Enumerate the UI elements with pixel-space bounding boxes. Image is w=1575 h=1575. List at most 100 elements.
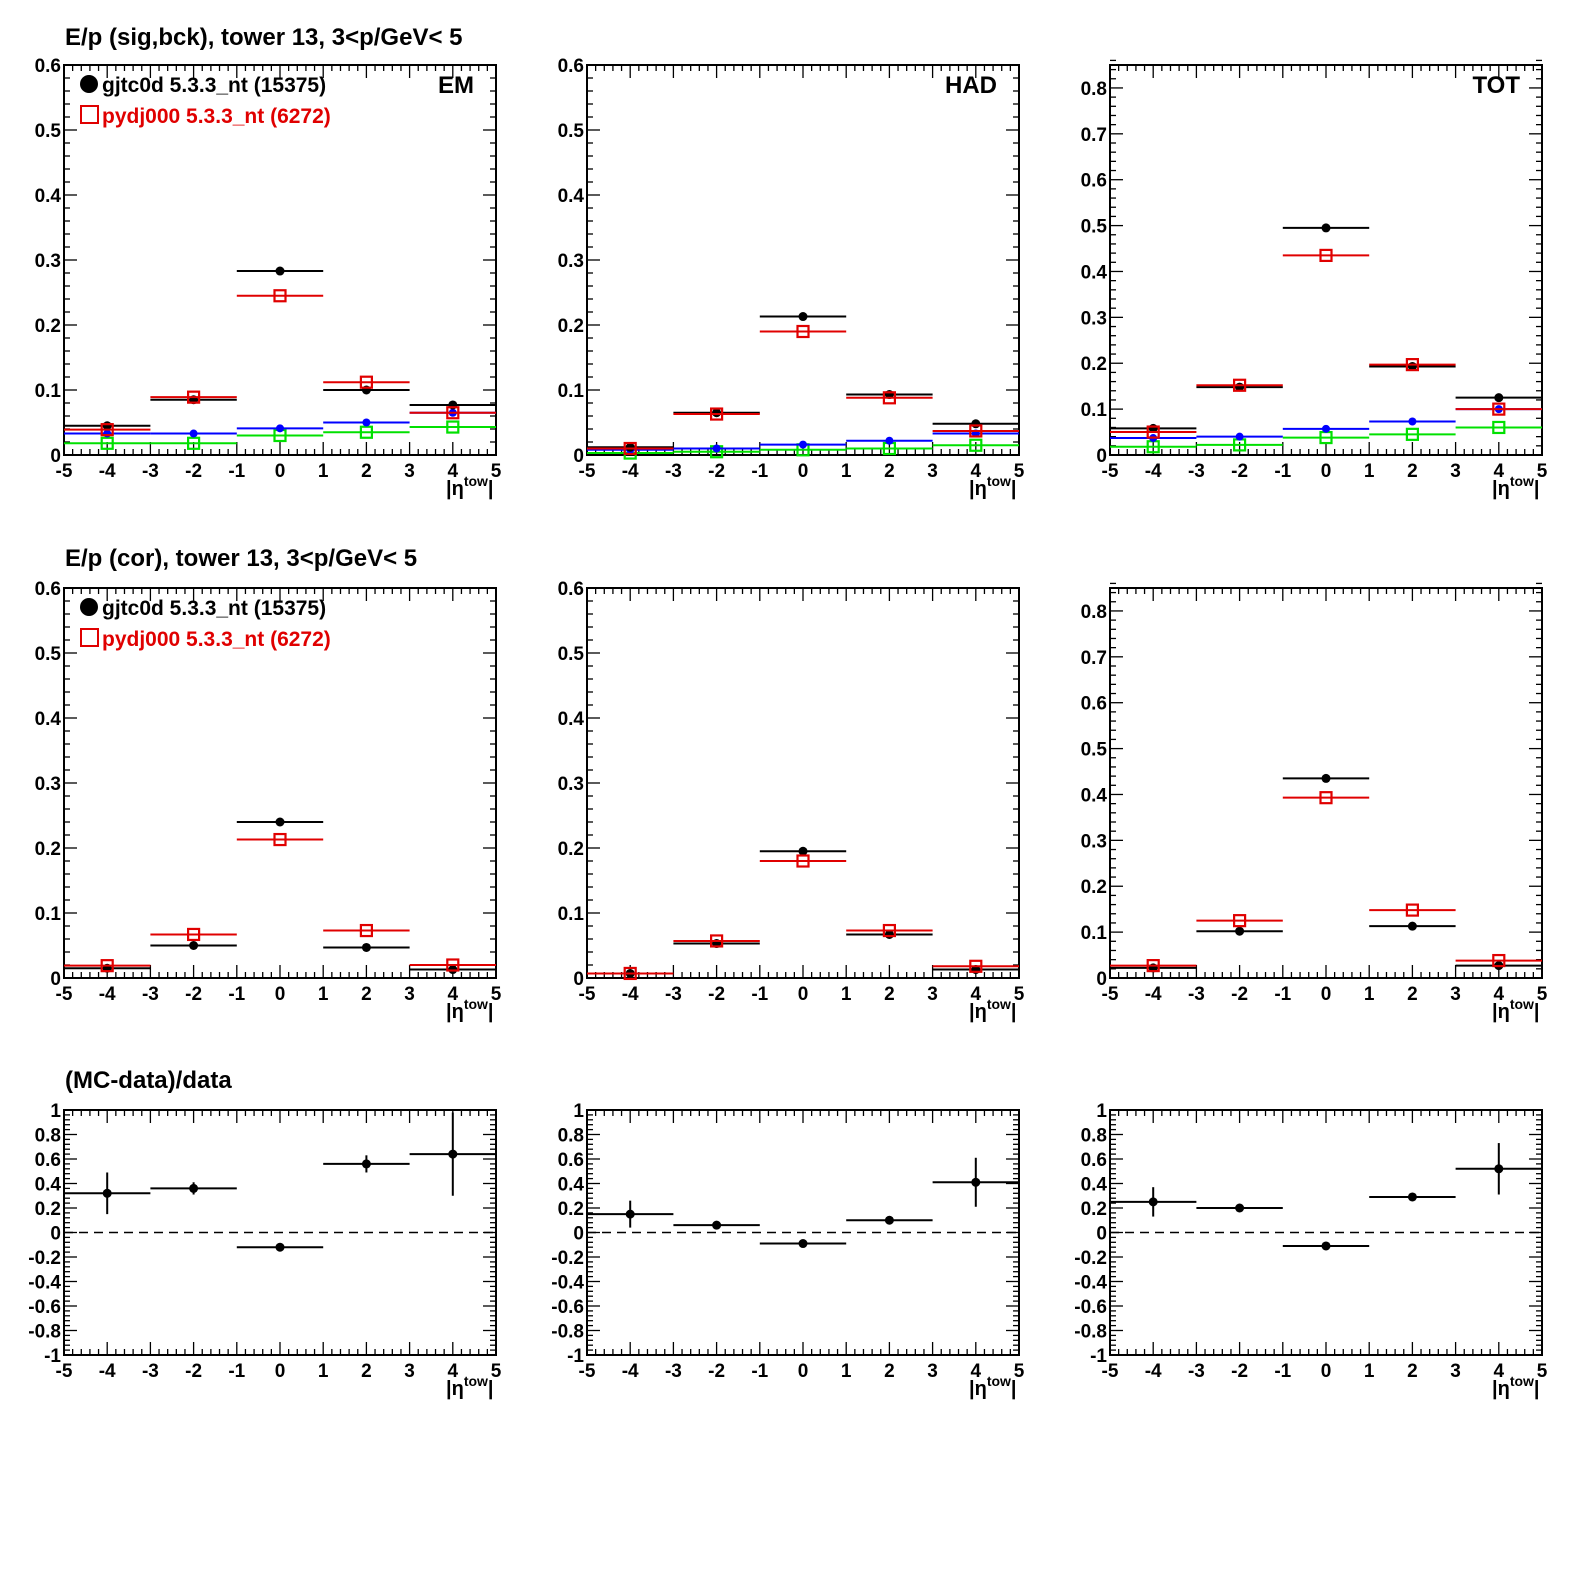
- x-tick-label: -1: [1274, 1361, 1291, 1382]
- x-tick-label: 2: [1407, 984, 1418, 1005]
- mc_background-marker: [446, 420, 460, 434]
- y-tick-label: 0.7: [1081, 125, 1107, 146]
- x-tick-label: 0: [275, 461, 286, 482]
- data-marker: [1494, 1164, 1504, 1174]
- mc-marker: [1319, 791, 1333, 805]
- y-tick-label: 0.2: [35, 316, 61, 337]
- data_background-marker: [103, 429, 112, 438]
- x-tick-label: -1: [1274, 461, 1291, 482]
- y-tick-label: -0.2: [28, 1248, 61, 1269]
- panel-label: HAD: [945, 72, 997, 99]
- data-marker: [971, 419, 981, 429]
- data-marker: [361, 942, 371, 952]
- legend-marker-data: [80, 598, 98, 616]
- data-marker: [625, 1209, 635, 1219]
- mc-marker: [1492, 953, 1506, 968]
- x-tick-label: -1: [751, 1361, 768, 1382]
- y-tick-label: -1: [567, 1346, 584, 1367]
- data_background-marker: [1408, 417, 1417, 426]
- mc-marker: [709, 934, 724, 948]
- mc-marker: [796, 854, 810, 868]
- data-marker: [1235, 926, 1245, 936]
- mc-marker: [796, 324, 810, 339]
- mc_background-marker: [187, 436, 201, 450]
- data-marker: [189, 1183, 199, 1193]
- data-marker: [798, 312, 808, 322]
- x-tick-label: -4: [622, 1361, 639, 1382]
- mc-marker: [1405, 903, 1420, 917]
- legend: gjtc0d 5.3.3_nt (15375) pydj000 5.3.3_nt …: [80, 74, 331, 128]
- y-tick-label: 0.5: [1081, 217, 1108, 238]
- x-tick-label: -4: [99, 984, 116, 1005]
- y-tick-label: 0.8: [35, 1126, 61, 1147]
- x-tick-label: -2: [1231, 984, 1248, 1005]
- y-tick-label: 0.6: [35, 56, 61, 77]
- x-tick-label: -2: [185, 984, 202, 1005]
- mc-marker: [1232, 914, 1247, 928]
- mc_background-marker: [1492, 420, 1506, 435]
- x-tick-label: 1: [1364, 1361, 1375, 1382]
- mc-marker: [273, 289, 287, 303]
- x-tick-label: -3: [1188, 1361, 1205, 1382]
- y-tick-label: 0.8: [558, 1126, 584, 1147]
- y-tick-label: 0.4: [558, 709, 585, 730]
- x-tick-label: -4: [99, 461, 116, 482]
- y-tick-label: 0.3: [1081, 308, 1107, 329]
- mc-marker: [882, 391, 897, 405]
- x-tick-label: 4: [448, 461, 459, 482]
- data-marker: [1407, 1192, 1417, 1202]
- data-marker: [1321, 773, 1331, 783]
- y-tick-label: -0.6: [551, 1297, 584, 1318]
- data_background-marker: [1322, 424, 1330, 433]
- y-tick-label: 0.6: [558, 56, 584, 77]
- x-tick-label: 1: [841, 461, 852, 482]
- y-tick-label: 0.1: [558, 904, 585, 925]
- x-tick-label: 3: [404, 461, 415, 482]
- x-tick-label: 1: [1364, 984, 1375, 1005]
- y-tick-label: 0.6: [35, 579, 61, 600]
- y-tick-label: 0.3: [558, 774, 584, 795]
- data-marker: [102, 1188, 112, 1198]
- y-tick-label: 0: [50, 1224, 61, 1245]
- y-tick-label: 1: [1096, 1101, 1107, 1122]
- x-tick-label: -1: [228, 984, 245, 1005]
- y-tick-label: 0.6: [558, 579, 584, 600]
- x-tick-label: -1: [751, 984, 768, 1005]
- legend-marker-mc: [80, 105, 99, 124]
- mc-marker: [1492, 402, 1506, 416]
- mc-marker: [187, 927, 201, 942]
- y-tick-label: -0.8: [551, 1322, 584, 1343]
- x-tick-label: -2: [185, 1361, 202, 1382]
- mc-marker: [1146, 425, 1160, 439]
- mc-marker: [446, 958, 460, 972]
- x-tick-label: -4: [1145, 984, 1162, 1005]
- panel-em-ratio: -5 -4 -3 -2 -1 0 1 2 3 4 5 -1 -0.8 -0.6 -0.4 -0.2 0 0.2 0.…: [28, 1101, 501, 1400]
- mc_background-marker: [969, 438, 983, 452]
- y-tick-label: 0: [50, 446, 61, 467]
- y-tick-label: -0.4: [551, 1273, 584, 1294]
- data_background-marker: [189, 429, 198, 438]
- x-tick-label: 5: [491, 1361, 502, 1382]
- data-marker: [361, 1159, 371, 1169]
- y-tick-label: 0.5: [35, 644, 62, 665]
- x-tick-label: 3: [927, 1361, 938, 1382]
- y-tick-label: 0.5: [558, 644, 585, 665]
- legend-label: pydj000 5.3.3_nt (6272): [102, 628, 331, 651]
- x-tick-label: 2: [361, 461, 372, 482]
- y-tick-label: 0.4: [1081, 262, 1108, 283]
- panel-tot: -5 -4 -3 -2 -1 0 1 2 3 4 5 0 0.1 0.2 0.3 0.4 0.5 0.6 0.7 0.…: [1081, 59, 1548, 500]
- data-marker: [1148, 1197, 1158, 1207]
- x-tick-label: 4: [971, 461, 982, 482]
- x-tick-label: 4: [971, 984, 982, 1005]
- x-tick-label: -5: [1102, 984, 1119, 1005]
- x-tick-label: -5: [56, 984, 73, 1005]
- x-tick-label: 2: [884, 1361, 895, 1382]
- y-tick-label: 0.3: [1081, 831, 1107, 852]
- x-tick-label: 5: [1014, 461, 1025, 482]
- y-tick-label: 0.8: [1081, 1126, 1107, 1147]
- panel-label: EM: [438, 72, 474, 99]
- y-tick-label: 0: [1096, 446, 1107, 467]
- x-tick-label: 5: [1537, 1361, 1548, 1382]
- x-tick-label: 2: [884, 984, 895, 1005]
- x-tick-label: 2: [884, 461, 895, 482]
